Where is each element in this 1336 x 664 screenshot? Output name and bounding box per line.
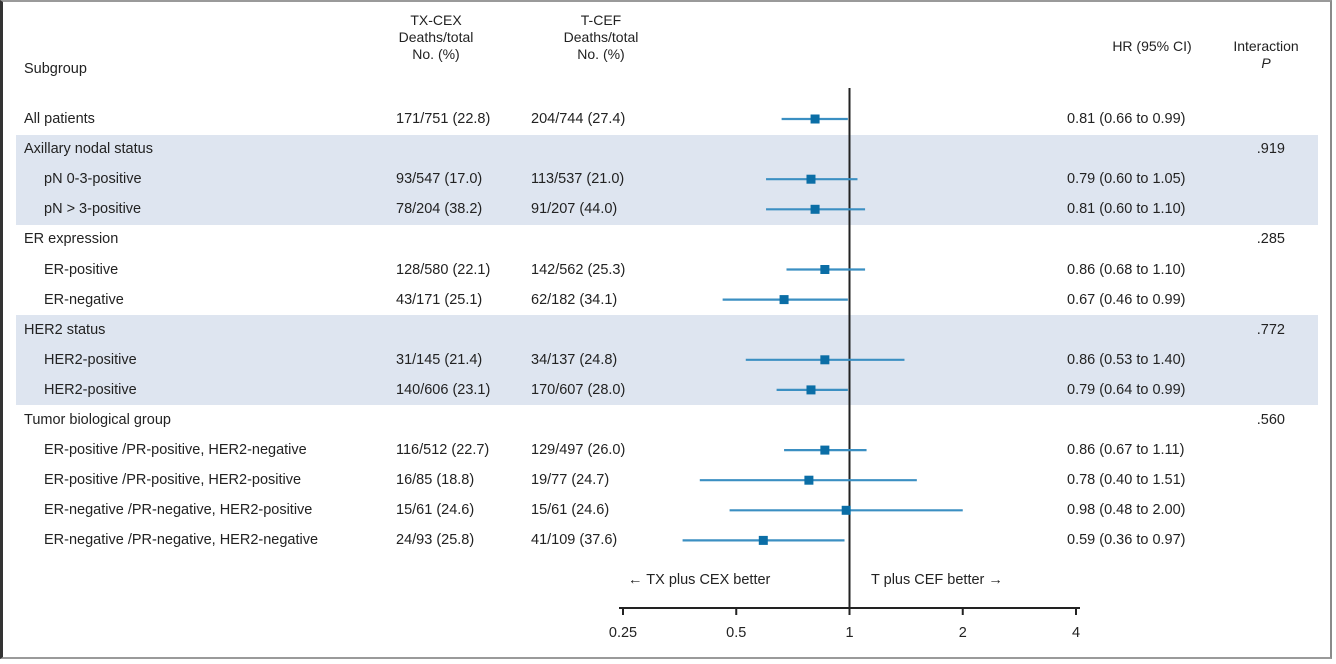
subgroup-label: ER-negative /PR-negative, HER2-positive: [44, 502, 313, 519]
arm2-deaths-cell: 41/109 (37.6): [531, 532, 618, 549]
arm2-deaths-cell: 129/497 (26.0): [531, 442, 626, 459]
arm2-deaths-cell: 170/607 (28.0): [531, 381, 626, 398]
arm1-deaths-cell: 24/93 (25.8): [396, 532, 475, 549]
interaction-p-cell: .919: [1256, 141, 1285, 158]
arm2-deaths-cell: 62/182 (34.1): [531, 291, 618, 308]
subgroup-label: HER2-positive: [44, 381, 137, 398]
header-hr: HR (95% CI): [1112, 38, 1192, 54]
hr-ci-cell: 0.59 (0.36 to 0.97): [1067, 532, 1186, 549]
hr-marker: [820, 265, 830, 274]
header-arm1-line1: TX-CEX: [410, 12, 462, 28]
subgroup-label: ER-positive: [44, 261, 119, 278]
direction-label-right: T plus CEF better →: [871, 572, 1003, 588]
subgroup-header-label: ER expression: [24, 231, 119, 248]
arm1-deaths-cell: 116/512 (22.7): [396, 442, 490, 459]
x-tick-label: 4: [1071, 625, 1081, 641]
hr-ci-cell: 0.78 (0.40 to 1.51): [1067, 472, 1186, 489]
header-interaction-line2: P: [1261, 55, 1271, 71]
subgroup-label: HER2-positive: [44, 351, 137, 368]
arm2-deaths-cell: 34/137 (24.8): [531, 351, 618, 368]
hr-marker: [810, 204, 820, 214]
interaction-p-cell: .772: [1256, 321, 1285, 338]
hr-marker: [820, 355, 830, 365]
subgroup-label: ER-positive /PR-positive, HER2-negative: [44, 442, 307, 459]
header-arm2-line2: Deaths/total: [563, 29, 639, 45]
arm1-deaths-cell: 171/751 (22.8): [396, 111, 491, 127]
subgroup-label: ER-negative /PR-negative, HER2-negative: [44, 532, 319, 549]
hr-marker: [806, 385, 816, 395]
hr-ci-cell: 0.98 (0.48 to 2.00): [1067, 502, 1186, 519]
x-tick-label: 0.25: [608, 625, 638, 641]
interaction-p-cell: .285: [1256, 231, 1285, 248]
subgroup-label: ER-negative: [44, 291, 124, 308]
arm1-deaths-cell: 31/145 (21.4): [396, 351, 483, 368]
x-tick-label: 0.5: [726, 625, 747, 641]
arm1-deaths-cell: 78/204 (38.2): [396, 201, 483, 218]
header-subgroup: Subgroup: [24, 61, 87, 77]
arm1-deaths-cell: 15/61 (24.6): [396, 502, 475, 519]
arm2-deaths-cell: 15/61 (24.6): [531, 502, 610, 519]
hr-ci-cell: 0.86 (0.68 to 1.10): [1067, 261, 1186, 278]
subgroup-header-label: HER2 status: [24, 321, 106, 338]
arm1-deaths-cell: 43/171 (25.1): [396, 291, 483, 308]
hr-ci-cell: 0.67 (0.46 to 0.99): [1067, 291, 1186, 308]
x-tick-label: 2: [958, 625, 967, 641]
hr-ci-cell: 0.86 (0.53 to 1.40): [1067, 351, 1186, 368]
subgroup-label: All patients: [24, 111, 95, 127]
subgroup-label: pN 0-3-positive: [44, 171, 142, 188]
hr-marker: [806, 174, 816, 184]
subgroup-label: ER-positive /PR-positive, HER2-positive: [44, 472, 302, 489]
arm1-deaths-cell: 16/85 (18.8): [396, 472, 475, 489]
header-interaction-line1: Interaction: [1233, 38, 1299, 54]
interaction-p-cell: .560: [1256, 412, 1285, 428]
hr-marker: [810, 114, 820, 124]
arm2-deaths-cell: 19/77 (24.7): [531, 472, 610, 489]
arm2-deaths-cell: 91/207 (44.0): [531, 201, 618, 218]
arm1-deaths-cell: 140/606 (23.1): [396, 381, 491, 398]
subgroup-label: pN > 3-positive: [44, 201, 142, 218]
arm2-deaths-cell: 204/744 (27.4): [531, 111, 626, 127]
arm1-deaths-cell: 93/547 (17.0): [396, 171, 483, 188]
header-arm2: T-CEF Deaths/total No. (%): [564, 12, 639, 63]
hr-ci-cell: 0.86 (0.67 to 1.11): [1067, 442, 1185, 459]
hr-ci-cell: 0.81 (0.66 to 0.99): [1067, 111, 1186, 127]
header-arm1: TX-CEX Deaths/total No. (%): [399, 12, 474, 63]
hr-marker: [804, 475, 814, 485]
shaded-band: [16, 315, 1318, 406]
hr-marker: [779, 295, 789, 305]
hr-ci-cell: 0.79 (0.64 to 0.99): [1067, 381, 1186, 398]
hr-ci-cell: 0.81 (0.60 to 1.10): [1067, 201, 1186, 218]
x-tick-label: 1: [845, 625, 854, 641]
header-interaction: Interaction P: [1233, 38, 1298, 72]
header-arm2-line1: T-CEF: [580, 12, 622, 28]
hr-marker: [841, 505, 851, 515]
arm2-deaths-cell: 142/562 (25.3): [531, 261, 626, 278]
hr-ci-cell: 0.79 (0.60 to 1.05): [1067, 171, 1186, 188]
shaded-band: [16, 134, 1318, 225]
header-arm2-line3: No. (%): [577, 46, 625, 62]
arm1-deaths-cell: 128/580 (22.1): [396, 261, 491, 278]
hr-marker: [820, 445, 830, 455]
header-arm1-line3: No. (%): [412, 46, 460, 62]
subgroup-header-label: Axillary nodal status: [24, 141, 153, 158]
arm2-deaths-cell: 113/537 (21.0): [531, 171, 625, 188]
subgroup-header-label: Tumor biological group: [24, 412, 171, 428]
direction-label-left: ← TX plus CEX better: [628, 572, 771, 588]
hr-marker: [758, 535, 768, 545]
header-arm1-line2: Deaths/total: [398, 29, 474, 45]
